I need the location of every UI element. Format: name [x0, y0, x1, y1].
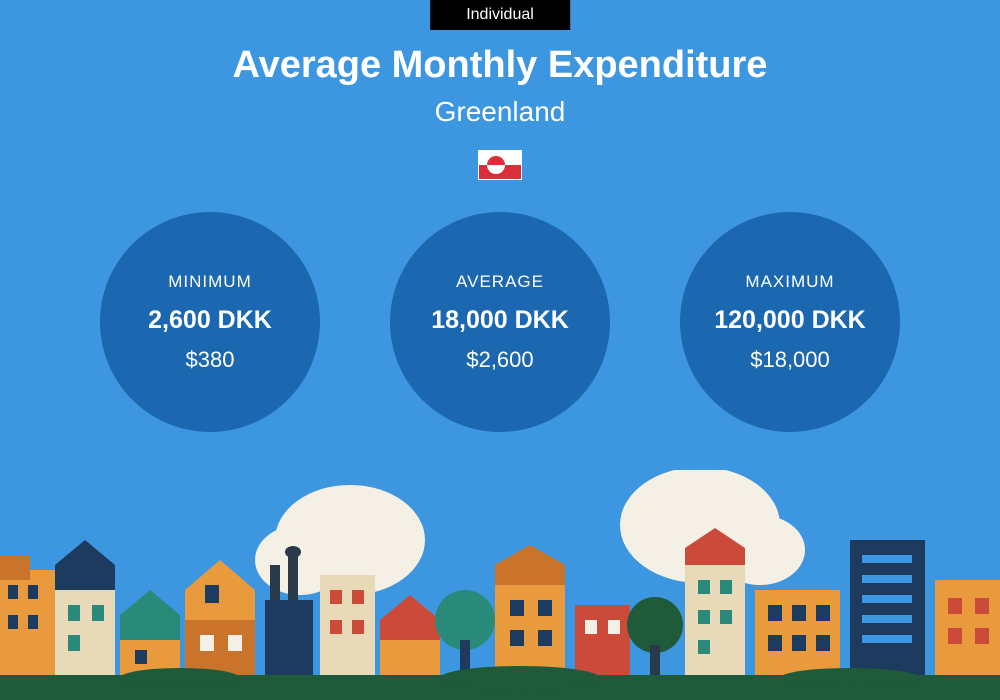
greenland-flag-icon: [478, 150, 522, 180]
stat-label: MAXIMUM: [745, 272, 834, 292]
stat-value-primary: 2,600 DKK: [148, 306, 272, 335]
stat-value-secondary: $2,600: [466, 347, 533, 373]
stat-value-secondary: $380: [186, 347, 235, 373]
stat-circle-average: AVERAGE 18,000 DKK $2,600: [390, 212, 610, 432]
cityscape-illustration: [0, 470, 1000, 700]
stat-label: MINIMUM: [168, 272, 251, 292]
category-badge: Individual: [430, 0, 570, 30]
stat-value-primary: 18,000 DKK: [431, 306, 569, 335]
stat-value-secondary: $18,000: [750, 347, 830, 373]
page-title: Average Monthly Expenditure: [0, 44, 1000, 87]
stat-circles-row: MINIMUM 2,600 DKK $380 AVERAGE 18,000 DK…: [0, 212, 1000, 432]
page-subtitle: Greenland: [0, 96, 1000, 128]
stat-circle-minimum: MINIMUM 2,600 DKK $380: [100, 212, 320, 432]
stat-label: AVERAGE: [456, 272, 544, 292]
stat-circle-maximum: MAXIMUM 120,000 DKK $18,000: [680, 212, 900, 432]
stat-value-primary: 120,000 DKK: [714, 306, 865, 335]
